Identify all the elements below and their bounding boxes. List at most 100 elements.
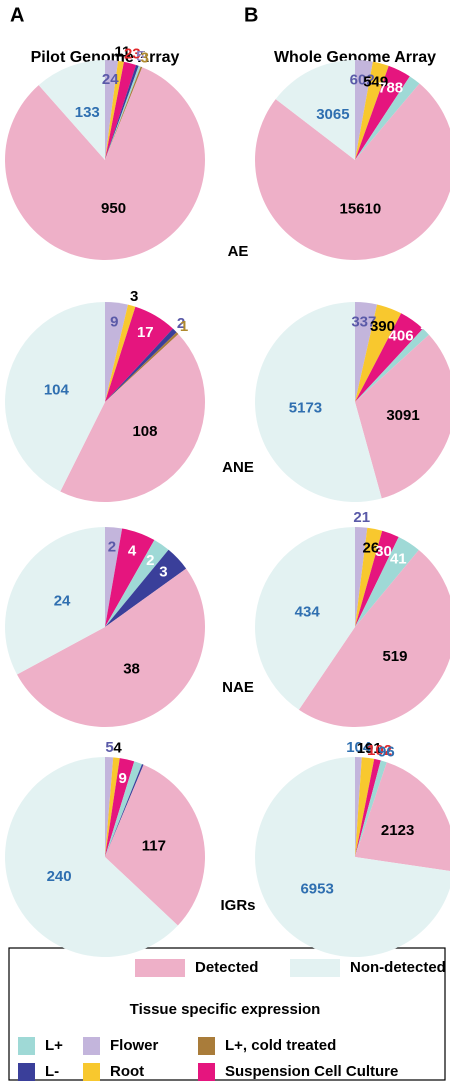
slice-label: 390: [370, 318, 395, 335]
slice-label: 3091: [386, 407, 419, 424]
pie-slice: [38, 60, 105, 160]
slice-label: 191: [357, 740, 382, 757]
legend-box: [8, 947, 446, 1081]
slice-label: 2: [108, 538, 116, 555]
pie-slice: [105, 304, 136, 402]
pie-slice: [105, 758, 135, 857]
slice-label: 3: [159, 563, 167, 580]
legend-label: Flower: [110, 1037, 159, 1054]
legend-title: Tissue specific expression: [130, 1001, 321, 1018]
panel-title: Whole Genome Array: [274, 49, 436, 66]
row-label: IGRs: [220, 897, 255, 914]
pie-slice: [275, 60, 355, 160]
pie-slice: [355, 758, 381, 857]
legend-label: L+: [45, 1037, 63, 1054]
slice-label: 788: [378, 79, 403, 96]
pie-slice: [355, 334, 450, 499]
slice-label: 41: [390, 551, 407, 568]
pie-slice: [105, 527, 123, 627]
slice-label: 2: [146, 552, 154, 569]
pie-slice: [355, 304, 402, 402]
panel-title: Pilot Genome Array: [31, 49, 180, 66]
pie-slice: [355, 65, 410, 160]
pie-slice: [105, 306, 173, 402]
pie-slice: [5, 757, 178, 957]
pie-slice: [105, 61, 137, 160]
pie-slice: [255, 83, 450, 260]
slice-label: 26: [363, 540, 380, 557]
slice-label: 129: [420, 316, 445, 333]
slice-label: 3: [141, 49, 149, 66]
legend-swatch: [198, 1063, 215, 1081]
legend-label: L-: [45, 1063, 59, 1080]
slice-label: 1: [142, 747, 150, 764]
slice-label: 15610: [340, 201, 382, 218]
slice-label: 96: [378, 744, 395, 761]
legend-swatch: [135, 959, 185, 977]
slice-label: 104: [44, 381, 70, 398]
panel-letter: B: [244, 4, 258, 26]
slice-label: 4: [113, 740, 122, 757]
legend-label: Suspension Cell Culture: [225, 1063, 398, 1080]
slice-label: 21: [353, 509, 370, 526]
slice-label: 23: [124, 45, 141, 62]
slice-label: 9: [118, 770, 126, 787]
slice-label: 950: [101, 200, 126, 217]
pie-slice: [105, 66, 143, 160]
legend-swatch: [290, 959, 340, 977]
legend-label: Non-detected: [350, 959, 446, 976]
row-label: NAE: [222, 679, 254, 696]
slice-label: 11: [115, 43, 131, 60]
pie-slice: [355, 762, 450, 872]
panel-letter: A: [10, 4, 24, 26]
pie-slice: [355, 302, 378, 402]
pie-slice: [105, 332, 179, 402]
pie-slice: [355, 760, 387, 857]
pie-slice: [5, 302, 106, 492]
slice-label: 24: [54, 592, 71, 609]
legend-label: L+, cold treated: [225, 1037, 336, 1054]
slice-label: 2: [177, 315, 185, 332]
pie-slice: [355, 61, 389, 160]
legend-swatch: [83, 1037, 100, 1055]
slice-label: 519: [382, 648, 407, 665]
slice-label: 102: [367, 742, 392, 759]
slice-label: 4: [128, 543, 137, 560]
slice-label: 240: [47, 868, 72, 885]
pie-slice: [355, 527, 383, 627]
slice-label: 5: [137, 745, 145, 762]
slice-label: 108: [132, 423, 157, 440]
pie-slice: [355, 76, 420, 160]
slice-label: 3: [130, 288, 138, 305]
pie-slice: [105, 549, 187, 627]
slice-label: 104: [346, 739, 372, 756]
pie-slice: [105, 540, 169, 627]
pie-slice: [4, 67, 206, 260]
pie-slice: [60, 334, 205, 502]
legend-swatch: [198, 1037, 215, 1055]
pie-slice: [105, 65, 141, 160]
slice-label: 5: [136, 48, 144, 65]
pie-slice: [355, 60, 373, 160]
pie-slice: [105, 60, 119, 160]
slice-label: 9: [110, 314, 118, 331]
pie-slice: [105, 757, 120, 857]
slice-label: 5173: [289, 400, 322, 417]
pie-slice: [255, 527, 355, 710]
pie-slice: [105, 64, 139, 160]
pie-slice: [355, 537, 419, 627]
pie-slice: [105, 528, 155, 627]
pie-slice: [355, 328, 429, 402]
slice-label: 337: [351, 313, 376, 330]
pie-slice: [355, 313, 423, 402]
pie-slice: [105, 757, 114, 857]
legend-label: Detected: [195, 959, 258, 976]
slice-label: 17: [137, 324, 154, 341]
legend-label: Root: [110, 1063, 144, 1080]
pie-slice: [298, 550, 450, 727]
pie-slice: [105, 764, 205, 926]
row-label: AE: [228, 243, 249, 260]
legend-swatch: [83, 1063, 100, 1081]
pie-slice: [355, 527, 368, 627]
